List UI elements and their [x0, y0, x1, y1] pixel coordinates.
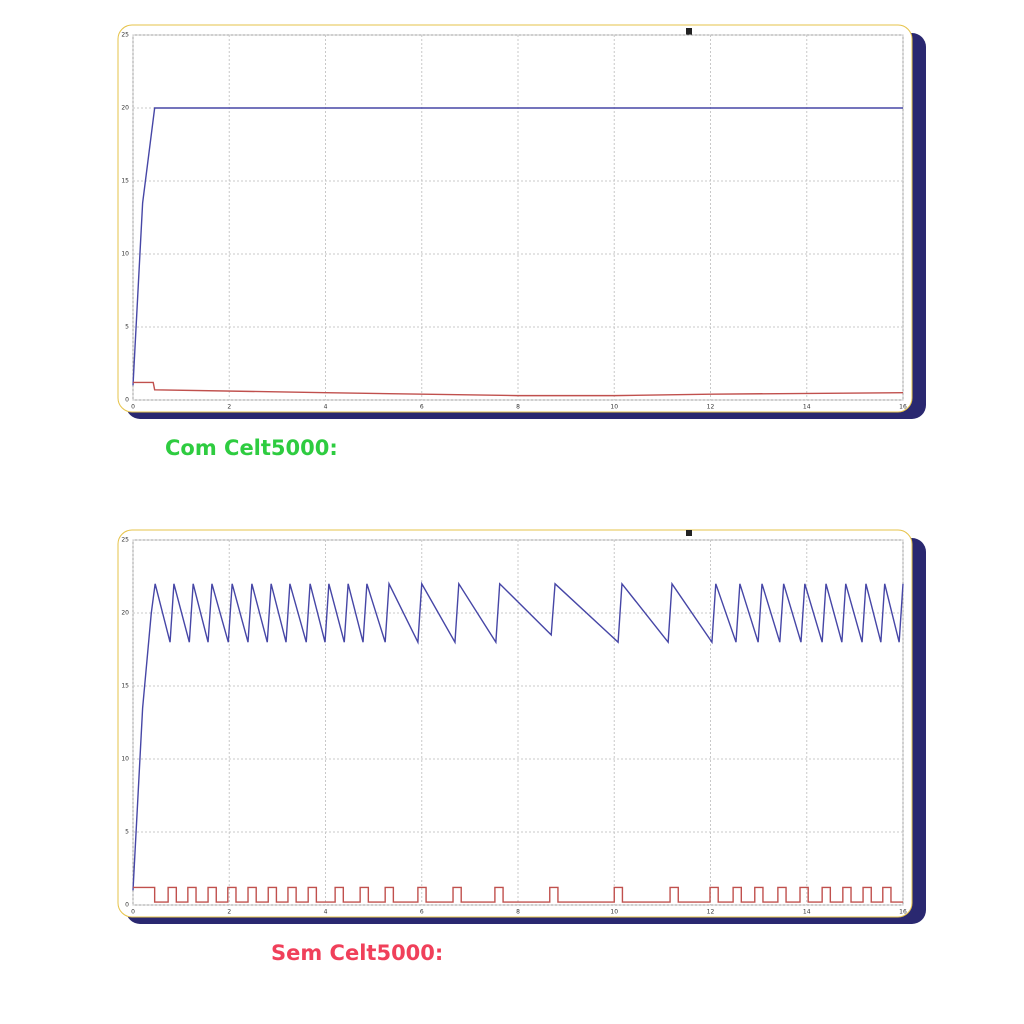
y-tick-label: 20: [121, 105, 129, 112]
y-tick-label: 20: [121, 610, 129, 617]
x-tick-label: 8: [516, 909, 520, 916]
caption: Com Celt5000:: [165, 436, 338, 460]
x-tick-label: 4: [324, 909, 328, 916]
caption: Sem Celt5000:: [271, 941, 443, 965]
y-tick-label: 5: [125, 324, 129, 331]
x-tick-label: 6: [420, 909, 424, 916]
x-tick-label: 2: [227, 404, 231, 411]
y-tick-label: 25: [121, 537, 129, 544]
y-tick-label: 10: [121, 756, 129, 763]
x-tick-label: 14: [803, 404, 811, 411]
x-tick-label: 10: [610, 909, 618, 916]
x-tick-label: 6: [420, 404, 424, 411]
plot-area: [132, 34, 904, 401]
x-tick-label: 12: [707, 404, 715, 411]
series-line: [132, 581, 904, 891]
y-tick-label: 25: [121, 32, 129, 39]
x-tick-label: 0: [131, 909, 135, 916]
y-tick-label: 5: [125, 829, 129, 836]
y-tick-label: 15: [121, 178, 129, 185]
marker: [686, 28, 692, 36]
x-tick-label: 16: [899, 909, 907, 916]
x-tick-label: 8: [516, 404, 520, 411]
marker: [686, 530, 692, 536]
x-tick-label: 16: [899, 404, 907, 411]
x-tick-label: 2: [227, 909, 231, 916]
y-tick-label: 15: [121, 683, 129, 690]
series-line: [133, 886, 903, 903]
y-tick-label: 0: [125, 397, 129, 404]
x-tick-label: 12: [707, 909, 715, 916]
x-tick-label: 10: [610, 404, 618, 411]
x-tick-label: 0: [131, 404, 135, 411]
x-tick-label: 14: [803, 909, 811, 916]
y-tick-label: 10: [121, 251, 129, 258]
series-line: [132, 107, 903, 386]
y-tick-label: 0: [125, 902, 129, 909]
series-line: [133, 381, 904, 397]
x-tick-label: 4: [324, 404, 328, 411]
